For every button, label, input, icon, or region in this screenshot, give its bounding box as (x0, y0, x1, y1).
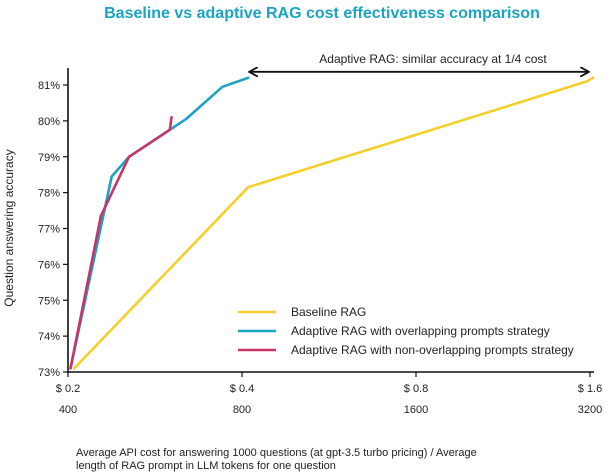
series-layer (69, 76, 595, 370)
annotation: Adaptive RAG: similar accuracy at 1/4 co… (250, 52, 588, 72)
x-axis-ticks: $ 0.2 400 $ 0.4 800 $ 0.8 1600 $ 1.6 3200 (56, 372, 602, 416)
y-tick-label: 79% (38, 152, 60, 164)
x-tick-label-tokens: 800 (233, 404, 251, 416)
x-tick-label-cost: $ 0.2 (56, 383, 80, 395)
annotation-text: Adaptive RAG: similar accuracy at 1/4 co… (319, 52, 547, 66)
x-axis-label-line-1: Average API cost for answering 1000 ques… (76, 447, 477, 459)
series-line-2 (69, 76, 250, 370)
legend: Baseline RAG Adaptive RAG with overlappin… (238, 305, 574, 357)
chart-title: Baseline vs adaptive RAG cost effectiven… (104, 5, 540, 22)
y-tick-label: 80% (38, 116, 60, 128)
x-tick-label-cost: $ 0.4 (230, 383, 254, 395)
series-line-3 (69, 116, 173, 370)
y-tick-label: 74% (38, 331, 60, 343)
x-tick-label-cost: $ 0.8 (404, 383, 428, 395)
x-tick-label-tokens: 400 (59, 404, 77, 416)
series-line-1 (72, 76, 595, 370)
y-tick-label: 73% (38, 367, 60, 379)
x-axis-label-line-2: length of RAG prompt in LLM tokens for o… (76, 460, 336, 472)
x-tick-label-tokens: 1600 (404, 404, 428, 416)
x-tick-label-tokens: 3200 (578, 404, 602, 416)
axes (67, 68, 594, 373)
y-tick-label: 81% (38, 80, 60, 92)
y-axis-ticks: 73% 74% 75% 76% 77% 78% 79% 80% 81% (38, 80, 68, 379)
y-tick-label: 77% (38, 224, 60, 236)
legend-label-2: Adaptive RAG with overlapping prompts st… (291, 324, 550, 338)
y-tick-label: 75% (38, 295, 60, 307)
x-tick-label-cost: $ 1.6 (578, 383, 602, 395)
y-tick-label: 76% (38, 259, 60, 271)
y-tick-label: 78% (38, 188, 60, 200)
y-axis-label: Question answering accuracy (2, 149, 16, 306)
legend-label-3: Adaptive RAG with non-overlapping prompt… (291, 343, 574, 357)
legend-label-1: Baseline RAG (291, 305, 366, 319)
